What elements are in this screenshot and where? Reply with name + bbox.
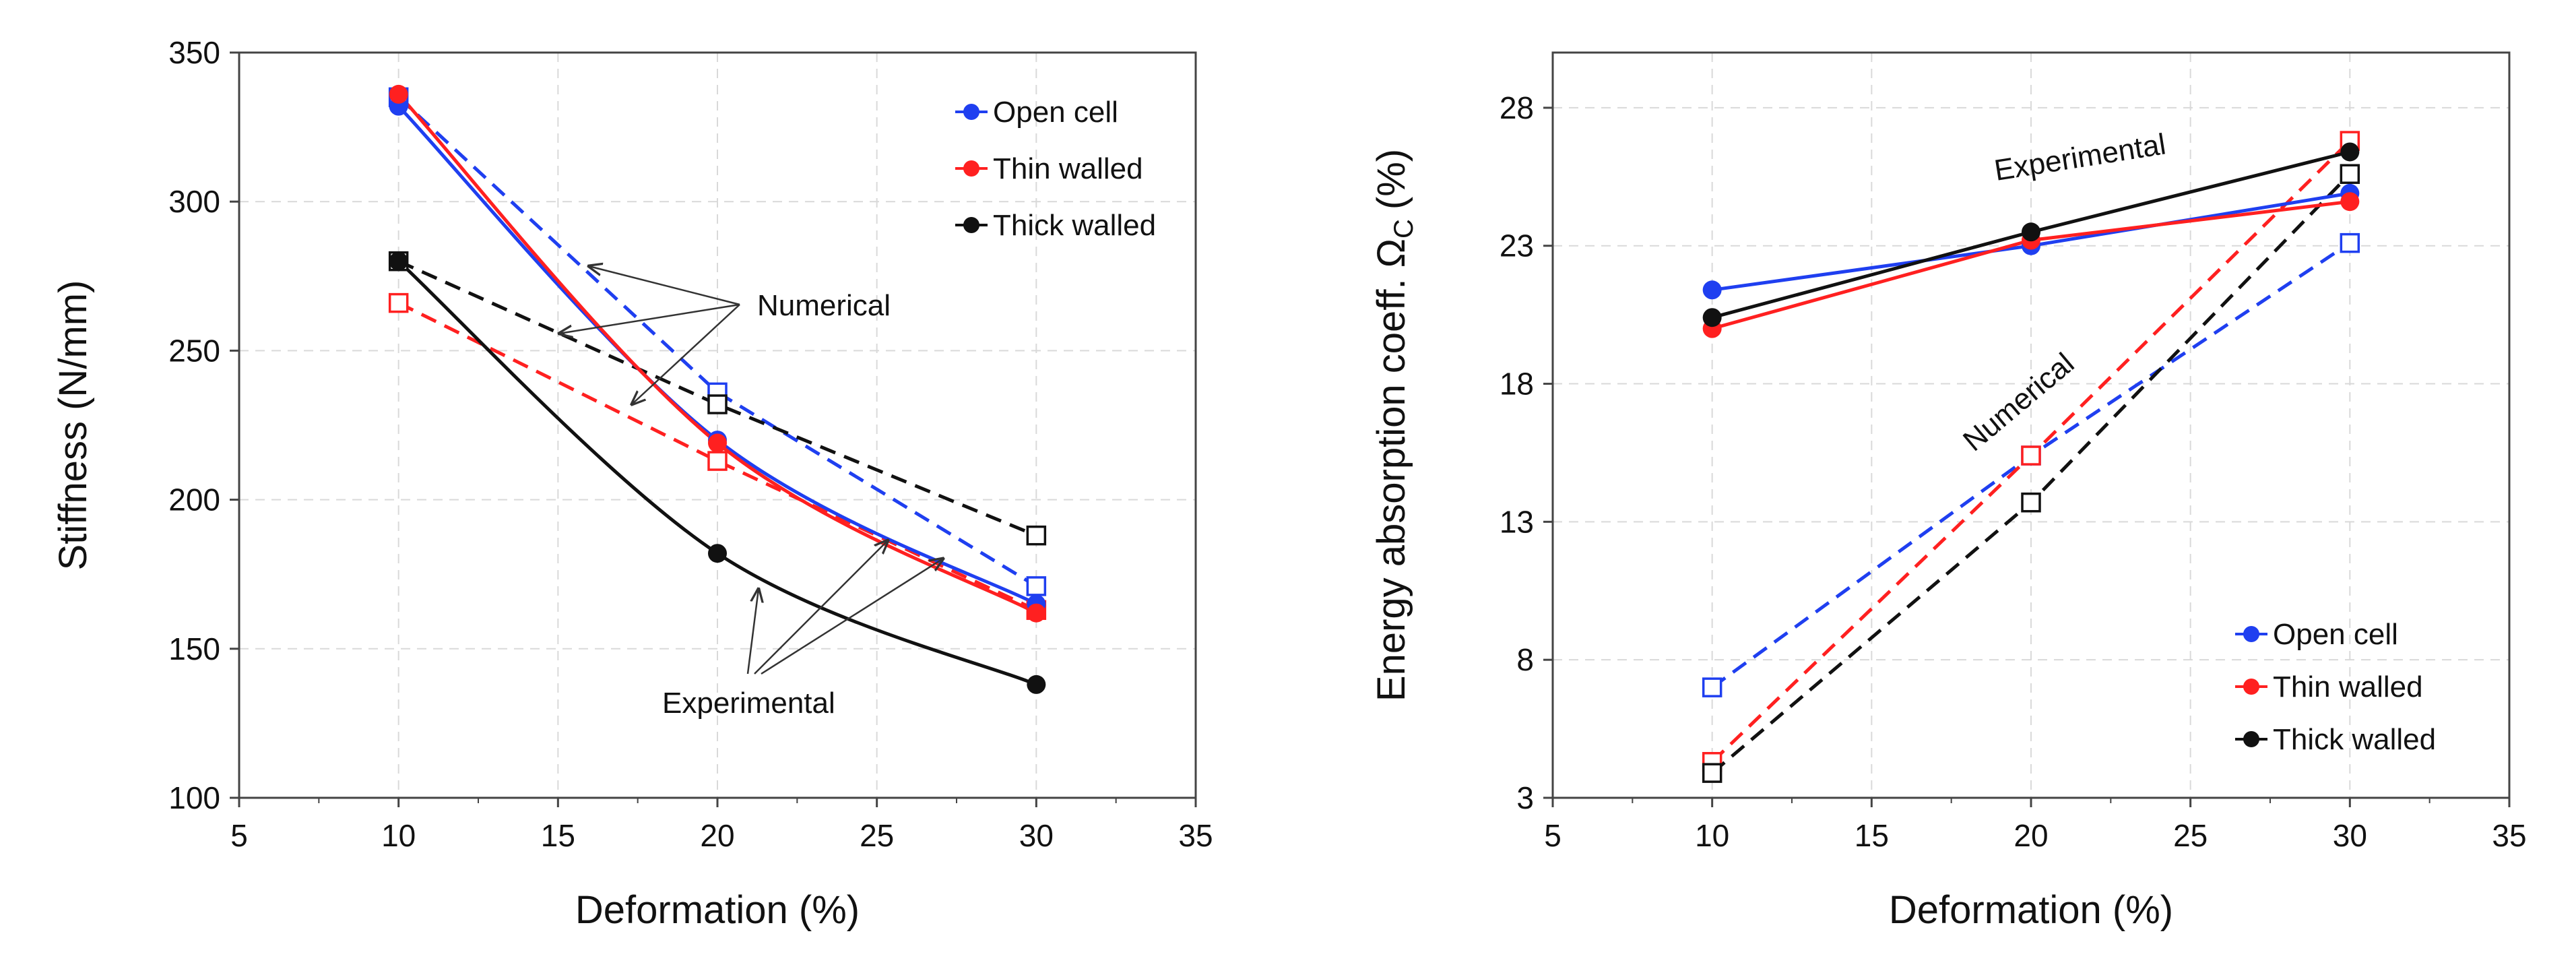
right-annotation-numerical: Numerical	[1957, 346, 2080, 458]
left-x-axis-label: Deformation (%)	[575, 888, 860, 932]
left-series-markers	[388, 84, 1047, 694]
left-legend-marker-thin-walled	[963, 160, 979, 177]
right-y-axis-label-main: Energy absorption coeff. Ω	[1370, 239, 1413, 701]
left-legend-marker-thick-walled	[963, 217, 979, 233]
right-legend: Open cell Thin walled Thick walled	[2235, 618, 2436, 756]
left-arrow-numerical-1	[589, 266, 740, 306]
left-arrow-experimental-3	[761, 559, 943, 675]
right-legend-marker-open-cell	[2243, 626, 2259, 642]
left-x-tick-label: 10	[381, 818, 416, 853]
right-numerical-thin-walled-marker	[2021, 445, 2041, 466]
left-experimental-thick-walled-marker	[1027, 674, 1046, 694]
left-y-tick-label: 350	[168, 35, 220, 70]
right-numerical-thick-walled-marker	[2340, 164, 2360, 184]
right-y-axis-label: Energy absorption coeff. ΩC (%)	[1370, 149, 1419, 701]
left-experimental-thin-walled-marker	[1027, 603, 1046, 623]
right-annotation-experimental: Experimental	[1992, 127, 2168, 187]
right-x-tick-label: 15	[1855, 818, 1889, 853]
right-y-tick-label: 3	[1516, 780, 1534, 815]
right-y-tick-label: 28	[1500, 90, 1534, 125]
left-annotation-experimental-text: Experimental	[662, 687, 835, 720]
left-numerical-thick-walled-marker	[707, 394, 728, 414]
left-y-tick-label: 200	[168, 482, 220, 517]
left-x-tick-label: 30	[1019, 818, 1054, 853]
left-x-tick-label: 20	[700, 818, 734, 853]
right-experimental-thick-walled-marker	[1702, 308, 1722, 327]
left-annotation-numerical: Numerical	[559, 266, 891, 404]
left-x-tick-label: 5	[230, 818, 248, 853]
left-arrow-experimental-1	[746, 589, 759, 674]
right-x-tick-label: 25	[2173, 818, 2208, 853]
right-x-tick-label: 30	[2333, 818, 2367, 853]
right-experimental-thin-walled-marker	[2340, 192, 2360, 212]
left-arrow-experimental-2	[754, 540, 888, 674]
right-numerical-open-cell-marker	[1702, 677, 1722, 697]
right-tick-marks	[1543, 106, 2511, 807]
left-y-tick-label: 250	[168, 333, 220, 368]
left-arrow-numerical-3	[632, 304, 740, 404]
left-legend-marker-open-cell	[963, 104, 979, 120]
right-numerical-open-cell-marker	[2340, 232, 2360, 253]
right-x-tick-label: 20	[2014, 818, 2048, 853]
right-legend-marker-thick-walled	[2243, 731, 2259, 747]
left-legend-label-thick-walled: Thick walled	[993, 209, 1156, 242]
right-x-tick-label: 10	[1695, 818, 1729, 853]
left-y-axis-label: Stiffness (N/mm)	[51, 280, 95, 571]
right-series-markers	[1702, 131, 2360, 783]
left-annotation-experimental: Experimental	[662, 540, 943, 720]
right-x-tick-label: 5	[1544, 818, 1561, 853]
right-experimental-thick-walled-marker	[2340, 142, 2360, 162]
left-legend: Open cell Thin walled Thick walled	[955, 96, 1156, 242]
left-legend-label-thin-walled: Thin walled	[993, 152, 1143, 185]
right-y-tick-label: 8	[1516, 642, 1534, 677]
left-tick-labels: 100 150 200 250 300 350 5 10 15 20 25 30 35	[168, 35, 1213, 853]
right-numerical-thick-walled-marker	[1702, 763, 1722, 783]
right-y-tick-label: 23	[1500, 228, 1534, 263]
right-legend-label-thin-walled: Thin walled	[2273, 670, 2423, 703]
right-gridlines	[1553, 53, 2509, 798]
left-numerical-thin-walled-marker	[707, 451, 728, 471]
left-experimental-thick-walled-marker	[708, 544, 727, 563]
left-experimental-thin-walled-marker	[708, 433, 727, 453]
right-legend-label-thick-walled: Thick walled	[2273, 723, 2436, 756]
right-numerical-thick-walled-marker	[2021, 492, 2041, 513]
left-numerical-thick-walled-line	[397, 259, 1037, 538]
left-annotation-numerical-text: Numerical	[757, 289, 891, 322]
left-numerical-open-cell-marker	[1026, 576, 1047, 596]
left-tick-marks	[230, 51, 1197, 807]
right-tick-labels: 3 8 13 18 23 28 5 10 15 20 25 30 35	[1500, 90, 2527, 853]
left-gridlines	[239, 53, 1196, 798]
right-y-axis-label-subscript: C	[1389, 219, 1419, 239]
left-legend-label-open-cell: Open cell	[993, 96, 1118, 129]
right-legend-label-open-cell: Open cell	[2273, 618, 2398, 651]
right-x-tick-label: 35	[2492, 818, 2526, 853]
left-x-tick-label: 15	[541, 818, 575, 853]
left-experimental-thick-walled-marker	[389, 251, 408, 271]
right-y-tick-label: 18	[1500, 367, 1534, 402]
right-y-axis-label-unit: (%)	[1370, 149, 1413, 210]
left-y-tick-label: 150	[168, 631, 220, 666]
left-experimental-thin-walled-marker	[389, 84, 408, 104]
left-y-tick-label: 100	[168, 780, 220, 815]
right-legend-marker-thin-walled	[2243, 679, 2259, 695]
left-x-tick-label: 35	[1178, 818, 1213, 853]
left-x-tick-label: 25	[860, 818, 894, 853]
right-y-tick-label: 13	[1500, 504, 1534, 539]
right-experimental-thick-walled-marker	[2022, 222, 2040, 242]
left-arrow-numerical-2	[559, 303, 740, 334]
left-y-tick-label: 300	[168, 184, 220, 219]
left-numerical-thick-walled-marker	[1026, 525, 1047, 546]
left-numerical-thin-walled-marker	[388, 292, 409, 313]
chart-left: 100 150 200 250 300 350 5 10 15 20 25 30 35 Deformat…	[51, 35, 1213, 932]
right-x-axis-label: Deformation (%)	[1889, 888, 2173, 932]
right-experimental-open-cell-marker	[1702, 280, 1722, 300]
